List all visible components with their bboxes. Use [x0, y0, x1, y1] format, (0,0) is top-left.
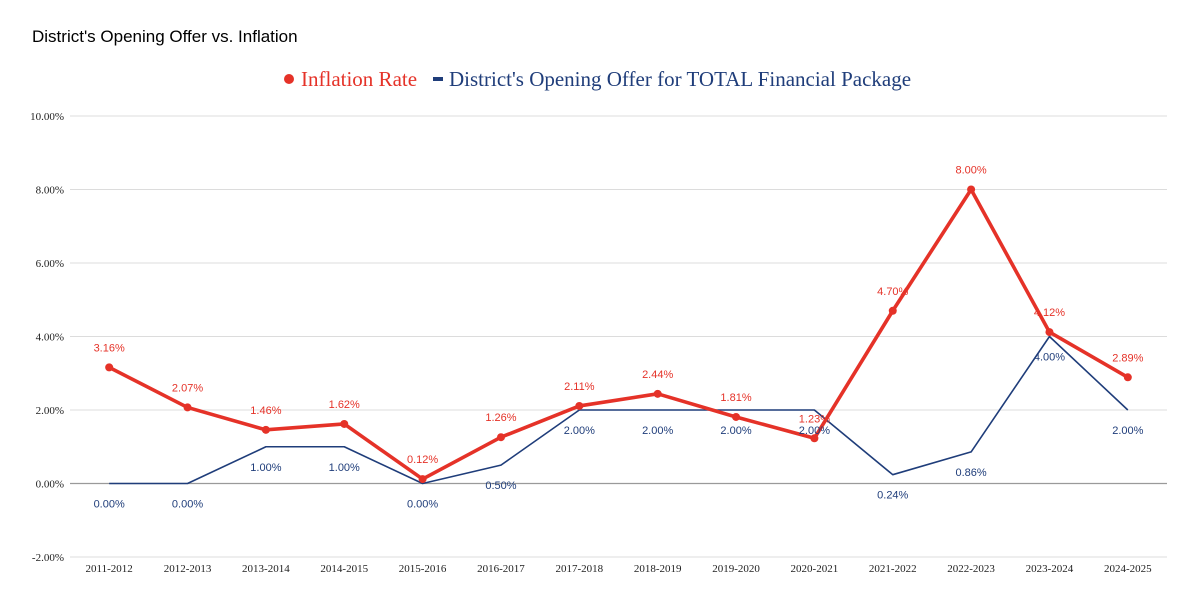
series-inflation	[105, 185, 1132, 484]
y-tick-label: 4.00%	[36, 332, 64, 344]
data-label-inflation: 0.12%	[407, 454, 438, 466]
y-axis-ticks: -2.00% 0.00% 2.00% 4.00% 6.00% 8.00% 10.00%	[30, 111, 64, 564]
legend-label-offer: District's Opening Offer for TOTAL Finan…	[449, 67, 911, 91]
x-tick-label: 2011-2012	[86, 563, 133, 575]
data-point-inflation	[261, 425, 270, 434]
data-point-inflation	[1045, 328, 1054, 337]
data-label-offer: 2.00%	[1112, 425, 1143, 437]
series-line-inflation	[108, 187, 1129, 481]
data-label-inflation: 1.26%	[485, 412, 516, 424]
data-label-offer: 1.00%	[329, 462, 360, 474]
data-point-inflation	[732, 412, 741, 421]
data-label-inflation: 1.46%	[250, 405, 281, 417]
data-point-inflation	[105, 363, 114, 372]
legend-marker-offer	[433, 77, 443, 81]
data-labels-inflation: 3.16% 2.07% 1.46% 1.62% 0.12% 1.26% 2.11% 2.44%…	[94, 165, 1144, 467]
x-tick-label: 2018-2019	[634, 563, 682, 575]
data-label-offer: 4.00%	[1034, 352, 1065, 364]
data-point-inflation	[810, 434, 819, 443]
y-tick-label: 0.00%	[36, 479, 64, 491]
data-label-inflation: 2.11%	[564, 381, 595, 393]
x-tick-label: 2013-2014	[242, 563, 290, 575]
data-label-inflation: 2.44%	[642, 369, 673, 381]
x-axis-ticks: 2011-2012 2012-2013 2013-2014 2014-2015 2015…	[86, 563, 1153, 575]
data-point-inflation	[496, 433, 505, 442]
data-label-offer: 2.00%	[799, 425, 830, 437]
data-label-inflation: 1.81%	[720, 392, 751, 404]
data-label-inflation: 1.23%	[799, 413, 830, 425]
data-label-offer: 0.00%	[172, 499, 203, 511]
data-label-inflation: 4.70%	[877, 286, 908, 298]
data-labels-offer: 0.00% 0.00% 1.00% 1.00% 0.00% 0:50% 2.00% 2.00%…	[94, 352, 1144, 511]
y-tick-label: 8.00%	[36, 185, 64, 197]
data-label-inflation: 8.00%	[956, 165, 987, 177]
x-tick-label: 2016-2017	[477, 563, 525, 575]
data-point-inflation	[1123, 373, 1132, 382]
data-point-inflation	[340, 419, 349, 428]
data-point-inflation	[888, 306, 897, 315]
x-tick-label: 2014-2015	[320, 563, 368, 575]
y-tick-label: 10.00%	[30, 111, 64, 123]
data-label-offer: 2.00%	[564, 425, 595, 437]
x-tick-label: 2015-2016	[399, 563, 447, 575]
data-label-inflation: 3.16%	[94, 342, 125, 354]
data-point-inflation	[967, 185, 976, 194]
y-tick-label: -2.00%	[32, 552, 64, 564]
y-tick-label: 2.00%	[36, 405, 64, 417]
data-point-inflation	[183, 403, 192, 412]
data-label-offer: 0.00%	[94, 499, 125, 511]
series-offer	[109, 335, 1129, 485]
data-label-inflation: 2.89%	[1112, 352, 1143, 364]
data-label-offer: 1.00%	[250, 462, 281, 474]
data-label-inflation: 1.62%	[329, 399, 360, 411]
chart-title: District's Opening Offer vs. Inflation	[32, 27, 298, 46]
x-tick-label: 2020-2021	[791, 563, 839, 575]
legend-label-inflation: Inflation Rate	[301, 67, 417, 91]
data-point-inflation	[418, 475, 427, 484]
legend: Inflation Rate District's Opening Offer …	[284, 67, 911, 91]
gridlines	[70, 115, 1167, 558]
y-tick-label: 6.00%	[36, 258, 64, 270]
data-label-offer: 2.00%	[720, 425, 751, 437]
data-point-inflation	[653, 389, 662, 398]
data-label-offer: 0.86%	[956, 467, 987, 479]
data-label-inflation: 2.07%	[172, 382, 203, 394]
x-tick-label: 2024-2025	[1104, 563, 1152, 575]
data-label-offer: 0:50%	[485, 480, 516, 492]
x-tick-label: 2021-2022	[869, 563, 917, 575]
x-tick-label: 2022-2023	[947, 563, 995, 575]
x-tick-label: 2012-2013	[164, 563, 212, 575]
x-tick-label: 2019-2020	[712, 563, 760, 575]
data-point-inflation	[575, 401, 584, 410]
data-label-inflation: 4.12%	[1034, 307, 1065, 319]
x-tick-label: 2023-2024	[1026, 563, 1074, 575]
series-line-offer	[109, 335, 1129, 485]
legend-marker-inflation	[284, 74, 294, 84]
data-label-offer: 2.00%	[642, 425, 673, 437]
data-label-offer: 0.00%	[407, 499, 438, 511]
x-tick-label: 2017-2018	[555, 563, 603, 575]
data-label-offer: 0.24%	[877, 490, 908, 502]
